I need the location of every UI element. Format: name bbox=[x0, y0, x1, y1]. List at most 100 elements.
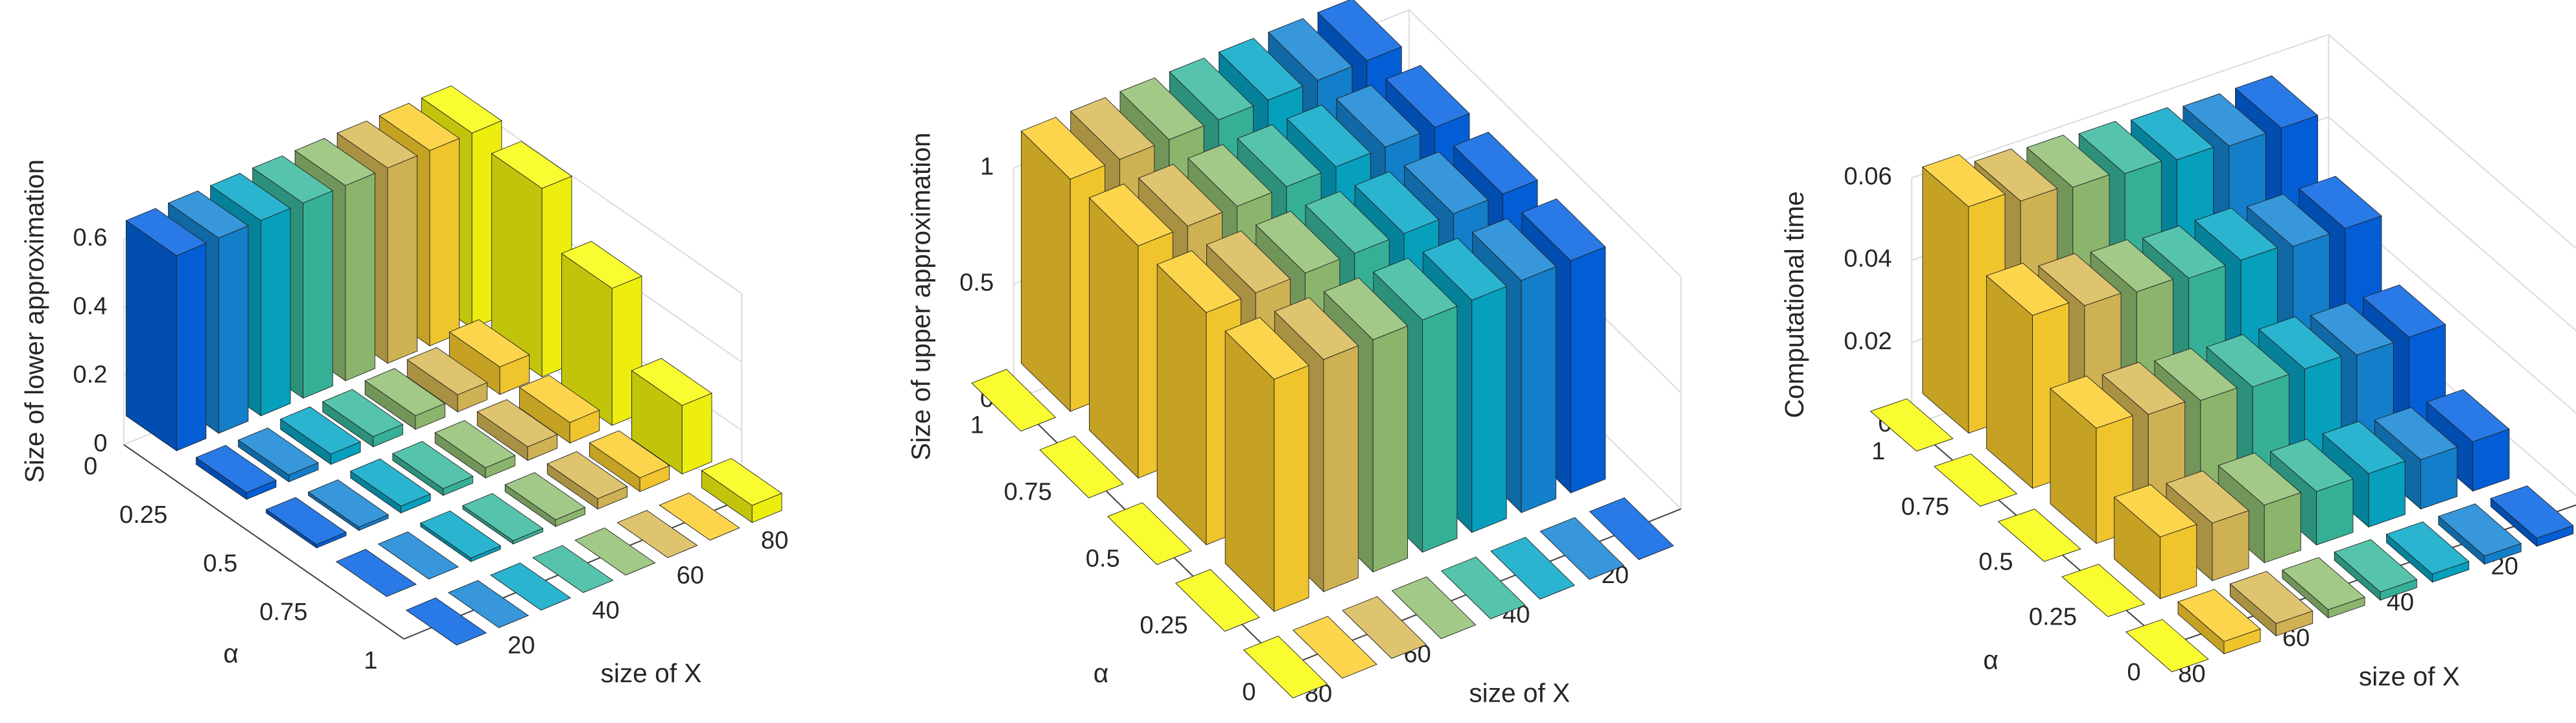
alpha-axis-label: α bbox=[223, 639, 239, 669]
bar bbox=[574, 527, 656, 576]
z-tick-label: 0.2 bbox=[73, 361, 108, 389]
bar bbox=[2113, 484, 2197, 600]
bar-face bbox=[167, 190, 249, 238]
bar bbox=[307, 479, 389, 531]
alpha-tick-label: 0.5 bbox=[1979, 547, 2013, 575]
z-tick-label: 1 bbox=[980, 152, 994, 180]
bar-face bbox=[1422, 305, 1458, 553]
alpha-tick-label: 0.75 bbox=[259, 598, 307, 626]
bar bbox=[971, 369, 1057, 432]
z-axis-label: Computational time bbox=[1779, 191, 1809, 418]
bar bbox=[2490, 485, 2574, 547]
bar-face bbox=[2113, 484, 2197, 538]
bar-face bbox=[126, 220, 177, 452]
bar bbox=[1243, 636, 1328, 698]
bar bbox=[659, 492, 740, 541]
bar-face bbox=[2154, 348, 2238, 401]
bar bbox=[1107, 502, 1192, 565]
bar-face bbox=[1922, 166, 1969, 434]
x-tick-label: 40 bbox=[592, 596, 619, 624]
bar-face bbox=[364, 368, 446, 417]
alpha-tick-label: 0.75 bbox=[1901, 492, 1949, 520]
x-tick-label: 60 bbox=[677, 561, 704, 589]
bar-face bbox=[476, 399, 558, 448]
bar-face bbox=[1934, 453, 2018, 507]
z-axis-label: Size of upper approximation bbox=[906, 132, 936, 460]
bar-face bbox=[429, 137, 460, 347]
alpha-axis-label: α bbox=[1094, 658, 1109, 688]
bar-face bbox=[1453, 132, 1538, 194]
alpha-tick-label: 0.5 bbox=[203, 549, 237, 577]
bar-face bbox=[392, 441, 474, 489]
bar-face bbox=[195, 444, 277, 493]
bar-face bbox=[2374, 407, 2458, 461]
bar-face bbox=[1274, 365, 1309, 612]
z-axis-label: Size of lower approximation bbox=[19, 159, 49, 483]
bar-face bbox=[377, 531, 459, 580]
bar bbox=[532, 545, 614, 593]
alpha-axis bbox=[123, 444, 404, 640]
bar-face bbox=[434, 420, 516, 468]
bar-face bbox=[2438, 503, 2522, 557]
bar bbox=[405, 597, 487, 646]
x-tick-label: 20 bbox=[508, 632, 535, 660]
bar-face bbox=[2490, 485, 2574, 539]
bar-face bbox=[1922, 154, 2006, 207]
bar-face bbox=[2322, 420, 2406, 474]
alpha-tick-label: 0.25 bbox=[1140, 611, 1188, 639]
bar bbox=[392, 441, 474, 496]
bar-face bbox=[1255, 211, 1341, 274]
bar-face bbox=[1119, 77, 1204, 141]
bar-face bbox=[1243, 636, 1328, 698]
bar-face bbox=[2258, 316, 2342, 369]
z-tick-label: 0.04 bbox=[1844, 245, 1891, 273]
bar-face bbox=[349, 458, 431, 507]
bar-face bbox=[589, 430, 670, 478]
bar-face bbox=[1997, 509, 2081, 562]
bar-face bbox=[1570, 246, 1606, 494]
bar-face bbox=[449, 319, 530, 367]
bar-face bbox=[1589, 497, 1674, 560]
bar-face bbox=[1471, 286, 1507, 533]
bar-face bbox=[659, 492, 740, 541]
z-tick-label: 0.02 bbox=[1844, 327, 1891, 355]
bar-face bbox=[1286, 104, 1372, 168]
bar-face bbox=[1385, 65, 1470, 128]
bar-face bbox=[2038, 253, 2122, 306]
bar-face bbox=[387, 155, 417, 364]
bar-face bbox=[2282, 557, 2365, 610]
alpha-tick-label: 1 bbox=[364, 647, 377, 674]
bar-face bbox=[2218, 452, 2302, 506]
bar-face bbox=[1471, 218, 1557, 281]
bar-face bbox=[1293, 615, 1377, 679]
bar-face bbox=[1403, 151, 1489, 214]
z-tick-label: 0 bbox=[93, 429, 107, 457]
bar-face bbox=[345, 172, 375, 382]
bar bbox=[589, 430, 670, 492]
bar bbox=[1175, 569, 1260, 632]
bar-face bbox=[322, 389, 404, 437]
bar-face bbox=[2194, 207, 2278, 261]
bar-face bbox=[1218, 38, 1304, 101]
bar-face bbox=[1869, 398, 1954, 452]
bar-face bbox=[379, 102, 460, 151]
alpha-tick-label: 0.25 bbox=[119, 501, 167, 529]
bar-face bbox=[2090, 239, 2174, 292]
bar-face bbox=[2125, 619, 2209, 672]
bar-face bbox=[489, 562, 572, 611]
bar bbox=[322, 389, 404, 448]
bar bbox=[2125, 619, 2209, 672]
bar-face bbox=[2334, 539, 2418, 593]
alpha-axis-label: α bbox=[1983, 645, 1998, 675]
bar-face bbox=[1540, 517, 1625, 580]
bar-face bbox=[1372, 325, 1409, 573]
bar-face bbox=[504, 472, 586, 520]
bar-face bbox=[1373, 257, 1458, 321]
alpha-tick-label: 1 bbox=[970, 411, 984, 439]
alpha-tick-label: 0.75 bbox=[1004, 477, 1052, 505]
bar-face bbox=[631, 358, 712, 406]
bar bbox=[195, 444, 277, 500]
bar-face bbox=[2050, 375, 2133, 429]
bar-face bbox=[616, 510, 698, 558]
bar-face bbox=[1521, 198, 1606, 261]
